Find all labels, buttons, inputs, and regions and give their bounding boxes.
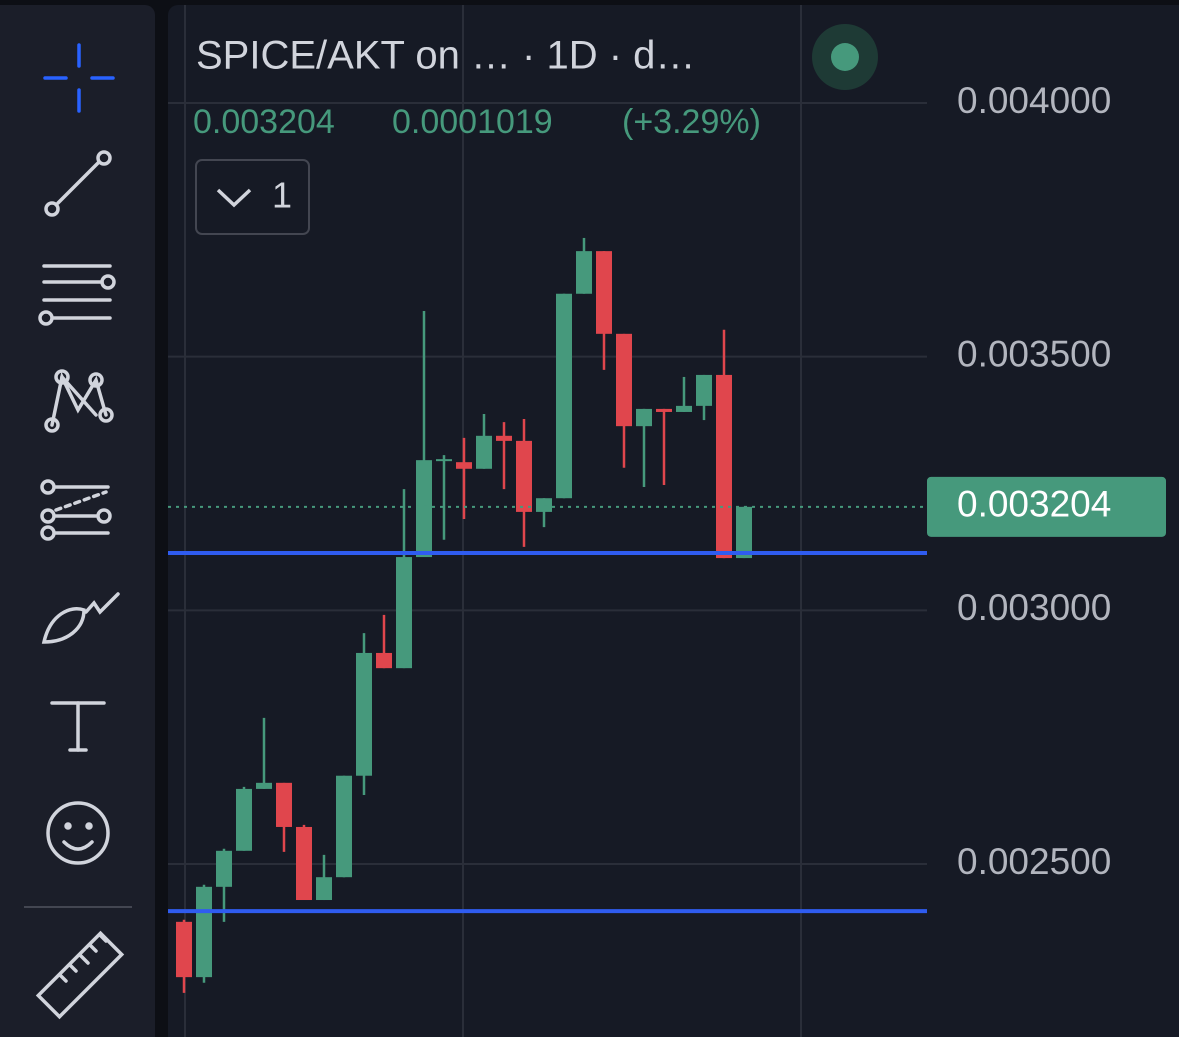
candle-body [736, 506, 752, 559]
change: 0.0001019 [392, 103, 553, 141]
candle-body [236, 788, 252, 851]
candle-body [256, 782, 272, 789]
status-dot [831, 43, 859, 71]
candle-body [416, 460, 432, 558]
candle-body [476, 435, 492, 469]
candle-body [616, 333, 632, 427]
toolbar-icons[interactable] [24, 43, 132, 1020]
toolbar [0, 5, 155, 1037]
indicator-toggle[interactable]: 1 [195, 159, 310, 235]
candle-body [676, 405, 692, 412]
candle-body [356, 652, 372, 776]
candle-body [656, 408, 672, 412]
chevron [216, 188, 252, 208]
y-tick-label: 0.004000 [957, 80, 1111, 121]
candle-body [376, 652, 392, 669]
y-tick-label: 0.002500 [957, 841, 1111, 882]
last-close: 0.003204 [193, 103, 335, 141]
candle-body [556, 293, 572, 499]
candle-body [436, 459, 452, 462]
text-tool[interactable] [50, 701, 106, 752]
plot: 0.002500 0.003000 0.003500 0.004000 0.003204 [168, 80, 1166, 993]
candle-body [696, 374, 712, 406]
change-percent: (+3.29%) [622, 103, 761, 141]
candle-body [176, 921, 192, 978]
candle-body [636, 408, 652, 427]
candle-body [496, 435, 512, 441]
candle-body [396, 557, 412, 669]
candle-body [276, 782, 292, 827]
forecast-tool[interactable] [40, 479, 112, 541]
last-price-box [927, 476, 1166, 537]
fib-tool[interactable] [38, 264, 116, 326]
candle-body [516, 440, 532, 512]
y-tick-label: 0.003500 [957, 333, 1111, 374]
trendline-tool[interactable] [44, 150, 112, 217]
toggle-box[interactable] [195, 159, 310, 235]
candle-body [336, 775, 352, 878]
indicator-count: 1 [272, 175, 292, 216]
emoji-tool[interactable] [46, 801, 110, 865]
candle-body [216, 850, 232, 887]
ruler-tool[interactable] [35, 930, 125, 1020]
crosshair-tool[interactable] [43, 43, 115, 113]
chart-title: SPICE/AKT on … · 1D · d… [196, 34, 695, 78]
candle-body [296, 826, 312, 901]
last-price-label: 0.003204 [957, 484, 1111, 525]
candle-body [596, 251, 612, 334]
candle-body [316, 877, 332, 901]
y-tick-label: 0.003000 [957, 587, 1111, 628]
brush-tool[interactable] [41, 592, 120, 644]
pattern-tool[interactable] [44, 369, 114, 433]
candle-body [576, 251, 592, 294]
chart-panel [168, 5, 1179, 1037]
candle-body [536, 498, 552, 512]
vertical-grid [184, 5, 802, 1037]
candle-body [716, 374, 732, 559]
candle-body [196, 886, 212, 978]
candle-body [456, 462, 472, 469]
